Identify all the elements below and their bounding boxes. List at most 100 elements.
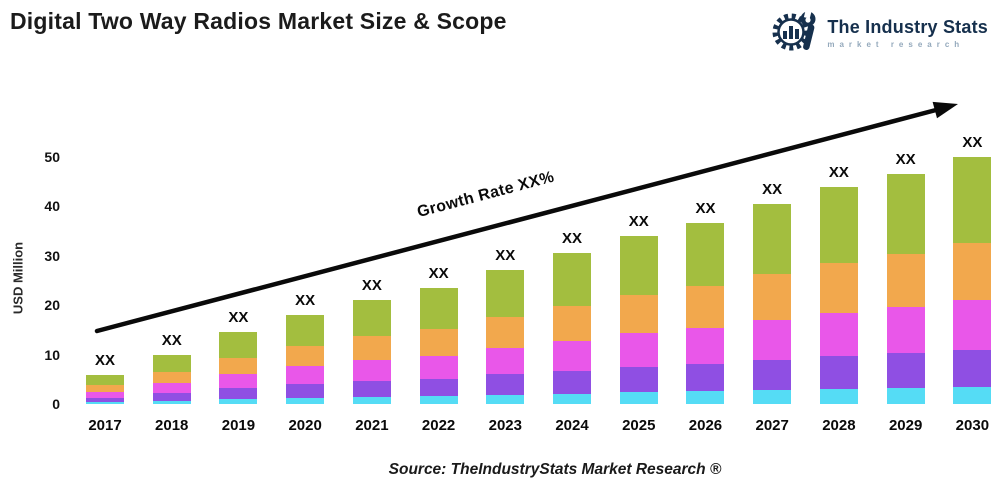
bar-2030-segment-orange xyxy=(953,243,992,301)
bar-2019-segment-magenta xyxy=(219,373,258,389)
bar-value-label-2018: XX xyxy=(161,331,182,349)
bar-2023-segment-green xyxy=(486,270,525,318)
y-tick-0: 0 xyxy=(52,396,60,412)
bar-value-label-2017: XX xyxy=(94,352,115,370)
bar-2022-segment-green xyxy=(419,288,458,329)
bar-2022-segment-magenta xyxy=(419,355,458,379)
logo-text: The Industry Stats market research xyxy=(827,18,988,49)
bar-2017-segment-purple xyxy=(86,397,124,402)
bar-2027-segment-green xyxy=(753,203,792,275)
bar-2029-segment-green xyxy=(886,173,925,255)
bar-2025-segment-green xyxy=(619,236,658,295)
bar-2018-segment-magenta xyxy=(152,383,191,394)
bar-2026-segment-magenta xyxy=(686,327,725,364)
bar-value-label-2024: XX xyxy=(562,230,583,248)
bar-2025-segment-orange xyxy=(619,294,658,334)
bar-2030-segment-magenta xyxy=(953,300,992,350)
bar-2018-segment-cyan xyxy=(152,400,191,404)
x-tick-2025: 2025 xyxy=(622,417,656,434)
x-tick-2023: 2023 xyxy=(488,417,522,434)
x-tick-2019: 2019 xyxy=(221,417,256,434)
bar-value-label-2028: XX xyxy=(828,163,849,181)
bar-2021-segment-magenta xyxy=(352,360,391,381)
bar-2023-segment-orange xyxy=(486,317,525,348)
bar-2027-segment-orange xyxy=(753,274,792,320)
bar-value-label-2023: XX xyxy=(495,247,516,265)
bar-2018-segment-orange xyxy=(152,371,191,384)
bar-2017-segment-orange xyxy=(86,385,124,392)
bar-2025-segment-magenta xyxy=(619,333,658,367)
x-tick-2018: 2018 xyxy=(155,417,189,434)
y-tick-10: 10 xyxy=(44,346,60,363)
bar-2022-segment-cyan xyxy=(419,396,458,404)
bar-value-label-2026: XX xyxy=(695,200,716,218)
brand-logo: The Industry Stats market research xyxy=(770,8,988,59)
bar-2030-segment-purple xyxy=(953,349,992,387)
bar-2028-segment-cyan xyxy=(819,388,858,404)
bar-2017-segment-green xyxy=(86,375,124,386)
bar-value-label-2030: XX xyxy=(962,134,983,151)
source-note: Source: TheIndustryStats Market Research… xyxy=(388,461,722,478)
bar-2024-segment-cyan xyxy=(553,393,592,404)
bar-2027-segment-cyan xyxy=(753,390,792,404)
x-tick-2030: 2030 xyxy=(955,417,990,434)
bar-2028-segment-green xyxy=(819,186,858,263)
bar-2028-segment-orange xyxy=(819,262,858,313)
bar-2026-segment-cyan xyxy=(686,391,725,404)
bar-2020-segment-green xyxy=(286,315,325,347)
bar-2021-segment-green xyxy=(352,299,391,337)
bar-2026-segment-purple xyxy=(686,363,725,392)
y-tick-30: 30 xyxy=(44,247,60,264)
x-tick-2020: 2020 xyxy=(288,417,322,434)
bar-2019-segment-cyan xyxy=(219,399,258,404)
bar-2021-segment-orange xyxy=(352,336,391,361)
bar-2021-segment-cyan xyxy=(352,396,391,404)
bar-2028-segment-magenta xyxy=(819,312,858,357)
bar-2020-segment-purple xyxy=(286,384,325,398)
bar-2029-segment-cyan xyxy=(886,387,925,404)
bar-value-label-2021: XX xyxy=(361,276,382,294)
logo-tagline: market research xyxy=(827,40,965,49)
bar-2027-segment-magenta xyxy=(753,320,792,361)
bar-value-label-2025: XX xyxy=(628,213,649,231)
x-tick-2026: 2026 xyxy=(688,417,723,434)
bar-2026-segment-orange xyxy=(686,286,725,328)
x-tick-2028: 2028 xyxy=(822,417,856,434)
bar-2029-segment-orange xyxy=(886,254,925,308)
bar-2024-segment-orange xyxy=(553,306,592,341)
bar-2025-segment-purple xyxy=(619,366,658,393)
bar-2027-segment-purple xyxy=(753,360,792,391)
bar-2030-segment-green xyxy=(953,157,992,244)
bar-2023-segment-purple xyxy=(486,374,525,395)
bar-2024-segment-magenta xyxy=(553,340,592,371)
bar-2020-segment-magenta xyxy=(286,366,325,385)
page-title: Digital Two Way Radios Market Size & Sco… xyxy=(10,8,507,34)
bar-2025-segment-cyan xyxy=(619,392,658,404)
bar-value-label-2022: XX xyxy=(428,265,449,283)
gear-wrench-icon xyxy=(770,8,820,59)
bar-2017-segment-cyan xyxy=(86,402,124,404)
bar-value-label-2027: XX xyxy=(762,180,783,198)
growth-rate-label: Growth Rate XX% xyxy=(415,168,557,222)
y-tick-50: 50 xyxy=(44,149,60,165)
bar-2029-segment-magenta xyxy=(886,307,925,354)
x-tick-2021: 2021 xyxy=(355,417,389,434)
bar-2018-segment-purple xyxy=(152,393,191,401)
bar-2020-segment-cyan xyxy=(286,397,325,404)
bar-value-label-2019: XX xyxy=(228,309,249,327)
bar-2018-segment-green xyxy=(152,354,191,372)
bar-2019-segment-purple xyxy=(219,388,258,400)
bar-2030-segment-cyan xyxy=(953,386,992,404)
y-axis-label: USD Million xyxy=(10,241,26,315)
x-tick-2027: 2027 xyxy=(755,417,789,434)
bar-2023-segment-cyan xyxy=(486,394,525,404)
bar-2017-segment-magenta xyxy=(86,391,124,398)
bar-2022-segment-purple xyxy=(419,378,458,397)
bar-2028-segment-purple xyxy=(819,356,858,389)
bar-2020-segment-orange xyxy=(286,346,325,367)
bar-2023-segment-magenta xyxy=(486,347,525,375)
bar-2029-segment-purple xyxy=(886,353,925,388)
x-tick-2024: 2024 xyxy=(555,417,589,434)
